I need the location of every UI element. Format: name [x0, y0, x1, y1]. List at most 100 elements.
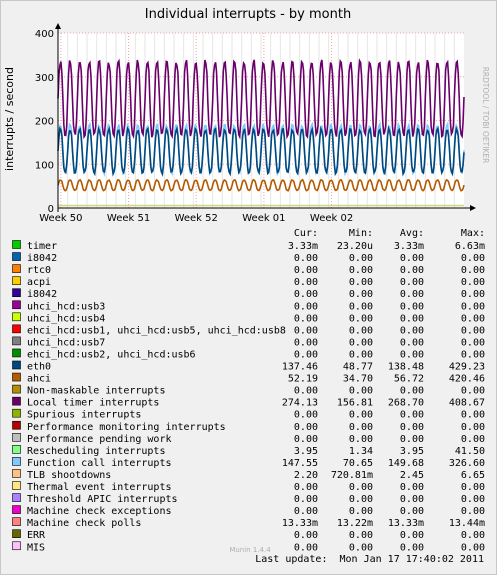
- legend-swatch: [12, 529, 21, 539]
- legend-value-min: 0.00: [349, 386, 373, 397]
- legend-label: uhci_hcd:usb4: [27, 313, 105, 324]
- legend-value-avg: 13.33m: [388, 518, 424, 529]
- y-tick-label: 100: [35, 160, 54, 171]
- legend-value-max: 0.00: [461, 337, 485, 348]
- legend-value-cur: 13.33m: [282, 518, 318, 529]
- legend-swatch: [12, 517, 21, 526]
- legend-swatch: [12, 312, 21, 322]
- y-tick-label: 200: [35, 117, 54, 128]
- legend-swatch: [12, 348, 21, 358]
- legend-label: timer: [27, 241, 57, 252]
- legend-row: uhci_hcd:usb7 0.00 0.00 0.00 0.00: [12, 336, 485, 348]
- legend-row: acpi 0.00 0.00 0.00 0.00: [12, 276, 485, 288]
- legend-value-max: 0.00: [461, 422, 485, 433]
- legend-value-avg: 0.00: [400, 542, 424, 553]
- legend-value-max: 41.50: [455, 446, 485, 457]
- series-line: [57, 125, 465, 177]
- legend-row: Machine check exceptions 0.00 0.00 0.00 0.00: [12, 505, 485, 517]
- legend-value-avg: 0.00: [400, 482, 424, 493]
- legend-swatch: [12, 300, 21, 310]
- legend-value-avg: 0.00: [400, 530, 424, 541]
- legend-value-max: 408.67: [449, 398, 485, 409]
- legend-swatch: [12, 276, 21, 285]
- legend-swatch: [12, 420, 21, 430]
- y-tick-label: 300: [35, 73, 54, 84]
- legend-swatch: [12, 324, 21, 334]
- legend-value-max: 0.00: [461, 301, 485, 312]
- legend-value-max: 0.00: [461, 349, 485, 360]
- legend-row: eth0 137.46 48.77 138.48 429.23: [12, 360, 485, 373]
- legend-value-min: 0.00: [349, 313, 373, 324]
- legend-row: Performance monitoring interrupts 0.00 0.0…: [12, 420, 485, 433]
- chart-title: Individual interrupts - by month: [145, 7, 351, 22]
- legend-value-max: 6.63m: [455, 241, 485, 252]
- x-tick-label: Week 50: [39, 213, 82, 224]
- legend-value-avg: 0.00: [400, 506, 424, 517]
- axes: [55, 23, 476, 212]
- legend-value-max: 420.46: [449, 374, 485, 385]
- legend-swatch: [12, 469, 21, 478]
- legend-row: ERR 0.00 0.00 0.00 0.00: [12, 529, 485, 541]
- x-axis-arrow: [470, 205, 476, 211]
- legend-value-avg: 268.70: [388, 398, 424, 409]
- legend-value-max: 0.00: [461, 482, 485, 493]
- legend-value-max: 0.00: [461, 434, 485, 445]
- legend-label: TLB shootdowns: [27, 470, 111, 481]
- legend-value-avg: 0.00: [400, 301, 424, 312]
- legend-row: ehci_hcd:usb1, uhci_hcd:usb5, uhci_hcd:u…: [12, 324, 485, 336]
- legend-swatch: [12, 541, 21, 551]
- legend-row: uhci_hcd:usb3 0.00 0.00 0.00 0.00: [12, 300, 485, 312]
- legend-swatch: [12, 384, 21, 394]
- legend-label: Rescheduling interrupts: [27, 446, 165, 457]
- legend-swatch: [12, 336, 21, 346]
- legend-row: ehci_hcd:usb2, uhci_hcd:usb6 0.00 0.00 0.00…: [12, 348, 485, 360]
- legend-label: MIS: [27, 542, 45, 553]
- legend-swatch: [12, 457, 21, 466]
- legend-label: Thermal event interrupts: [27, 482, 172, 493]
- legend-value-min: 48.77: [343, 362, 373, 373]
- legend-label: Performance monitoring interrupts: [27, 422, 226, 433]
- legend-value-avg: 0.00: [400, 289, 424, 300]
- legend-column-header: Max:: [461, 228, 485, 239]
- legend-row: TLB shootdowns 2.20 720.81m 2.45 6.65: [12, 469, 485, 481]
- legend-row: MIS 0.00 0.00 0.00 0.00: [12, 541, 485, 553]
- legend-label: i8042: [27, 253, 57, 264]
- legend-value-cur: 0.00: [294, 410, 318, 421]
- series-line: [57, 178, 465, 192]
- legend-value-avg: 0.00: [400, 494, 424, 505]
- legend-label: ehci_hcd:usb2, uhci_hcd:usb6: [27, 349, 196, 360]
- legend-value-max: 429.23: [449, 362, 485, 373]
- legend-value-max: 0.00: [461, 530, 485, 541]
- legend-label: Function call interrupts: [27, 458, 172, 469]
- legend-swatch: [12, 240, 21, 249]
- legend-label: Performance pending work: [27, 434, 172, 445]
- legend-label: Threshold APIC interrupts: [27, 494, 178, 505]
- legend-swatch: [12, 481, 21, 490]
- last-update: Last update: Mon Jan 17 17:40:02 2011: [255, 554, 484, 565]
- legend-column-headers: Cur: Min: Avg: Max:: [294, 228, 485, 239]
- munin-version: Munin 1.4.4: [229, 546, 271, 554]
- legend-value-cur: 0.00: [294, 277, 318, 288]
- legend-row: Local timer interrupts 274.13 156.81 268.70…: [12, 396, 485, 409]
- legend-value-max: 0.00: [461, 325, 485, 336]
- legend-row: Non-maskable interrupts 0.00 0.00 0.00 0.00: [12, 384, 485, 397]
- legend-value-min: 0.00: [349, 542, 373, 553]
- legend-value-max: 0.00: [461, 313, 485, 324]
- legend-value-min: 0.00: [349, 337, 373, 348]
- legend-label: Spurious interrupts: [27, 410, 141, 421]
- legend-label: uhci_hcd:usb7: [27, 337, 105, 348]
- legend-value-cur: 0.00: [294, 253, 318, 264]
- x-tick-label: Week 02: [310, 213, 353, 224]
- legend-value-cur: 3.95: [294, 446, 318, 457]
- legend-value-avg: 0.00: [400, 253, 424, 264]
- legend-value-avg: 0.00: [400, 265, 424, 276]
- legend-value-min: 0.00: [349, 301, 373, 312]
- legend-value-avg: 149.68: [388, 458, 424, 469]
- legend-value-cur: 0.00: [294, 530, 318, 541]
- legend-row: Thermal event interrupts 0.00 0.00 0.00 0.00: [12, 481, 485, 493]
- legend-swatch: [12, 493, 21, 502]
- legend-label: i8042: [27, 289, 57, 300]
- legend-value-cur: 0.00: [294, 386, 318, 397]
- legend-row: i8042 0.00 0.00 0.00 0.00: [12, 252, 485, 264]
